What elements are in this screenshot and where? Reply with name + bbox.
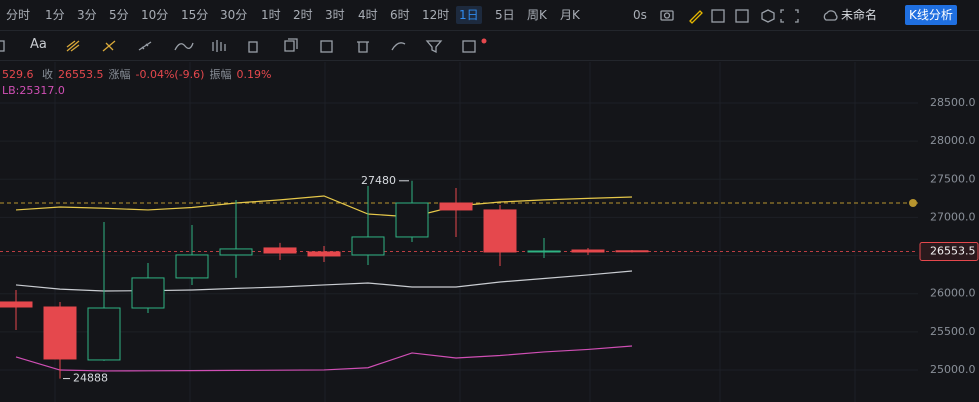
- interval-tab[interactable]: 1日: [456, 6, 482, 24]
- legend-value: 26553.5: [58, 68, 104, 81]
- candle-body: [527, 250, 561, 253]
- candle-body: [263, 247, 297, 254]
- alert-marker: [909, 199, 917, 208]
- indicator-line: [15, 270, 633, 292]
- countdown: 0s: [633, 8, 647, 22]
- interval-tab[interactable]: 周K: [527, 8, 547, 22]
- legend-label: 涨幅: [108, 68, 131, 81]
- legend-value: 0.19%: [236, 68, 272, 81]
- indicator-line: [15, 195, 633, 218]
- cloud-icon[interactable]: [822, 8, 838, 24]
- candle-body: [131, 277, 165, 309]
- y-tick-label: 28000.0: [930, 134, 976, 147]
- interval-tab[interactable]: 月K: [560, 8, 580, 22]
- candle-body: [395, 202, 429, 238]
- open-value: 529.6: [2, 68, 34, 81]
- interval-tab[interactable]: 5日: [495, 8, 515, 22]
- price-tag: [919, 241, 979, 261]
- candle-body: [615, 250, 649, 253]
- layout-name[interactable]: 未命名: [841, 8, 878, 22]
- interval-toolbar: 0s 未命名 K线分析 分时 1分 3分 5分 10分 15分 30分 1时 2时 3时 4时 6时 1…: [0, 0, 979, 31]
- interval-tab[interactable]: 12时: [422, 8, 450, 22]
- interval-tab[interactable]: 分时: [6, 8, 31, 22]
- interval-tab[interactable]: 3时: [325, 8, 345, 22]
- interval-tab[interactable]: 1时: [261, 8, 281, 22]
- candle-body: [0, 301, 33, 308]
- candle-body: [571, 249, 605, 253]
- y-tick-label: 28500.0: [930, 96, 976, 109]
- legend-label: 振幅: [209, 68, 232, 81]
- indicator-legend: LB:25317.0: [2, 84, 65, 97]
- analysis-button[interactable]: K线分析: [905, 5, 957, 25]
- candle-body: [87, 307, 121, 361]
- price-tag-label: 26553.5: [930, 244, 976, 257]
- candle-body: [351, 236, 385, 256]
- interval-tab[interactable]: 10分: [141, 8, 169, 22]
- indicator-line: [15, 345, 633, 372]
- drawing-toolbar: Aa: [0, 31, 979, 61]
- y-tick-label: 26000.0: [930, 287, 976, 300]
- candle-body: [219, 248, 253, 256]
- candle-body: [307, 251, 341, 257]
- candle-body: [43, 306, 77, 360]
- toolbar-icons: [660, 9, 799, 24]
- interval-tab[interactable]: 15分: [181, 8, 209, 22]
- y-tick-label: 25500.0: [930, 325, 976, 338]
- y-tick-label: 27000.0: [930, 210, 976, 223]
- max-label: 27480: [361, 174, 396, 187]
- min-label: 24888: [73, 372, 108, 385]
- legend-label: 收: [42, 68, 53, 81]
- y-tick-label: 25000.0: [930, 363, 976, 376]
- candle-body: [175, 254, 209, 279]
- interval-tab[interactable]: 30分: [220, 8, 248, 22]
- candle-body: [439, 202, 473, 211]
- candle-body: [483, 209, 517, 253]
- y-tick-label: 27500.0: [930, 172, 976, 185]
- text-tool[interactable]: Aa: [30, 37, 47, 52]
- interval-tab[interactable]: 5分: [109, 8, 129, 22]
- legend-value: -0.04%(-9.6): [135, 68, 205, 81]
- interval-tab[interactable]: 2时: [293, 8, 313, 22]
- interval-tab[interactable]: 1分: [45, 8, 65, 22]
- interval-tab[interactable]: 3分: [77, 8, 97, 22]
- interval-tab[interactable]: 6时: [390, 8, 410, 22]
- interval-tab[interactable]: 4时: [358, 8, 378, 22]
- tool-icons: [0, 38, 487, 54]
- ohlc-legend: 529.6 收 26553.5 涨幅 -0.04%(-9.6) 振幅 0.19%: [2, 66, 271, 82]
